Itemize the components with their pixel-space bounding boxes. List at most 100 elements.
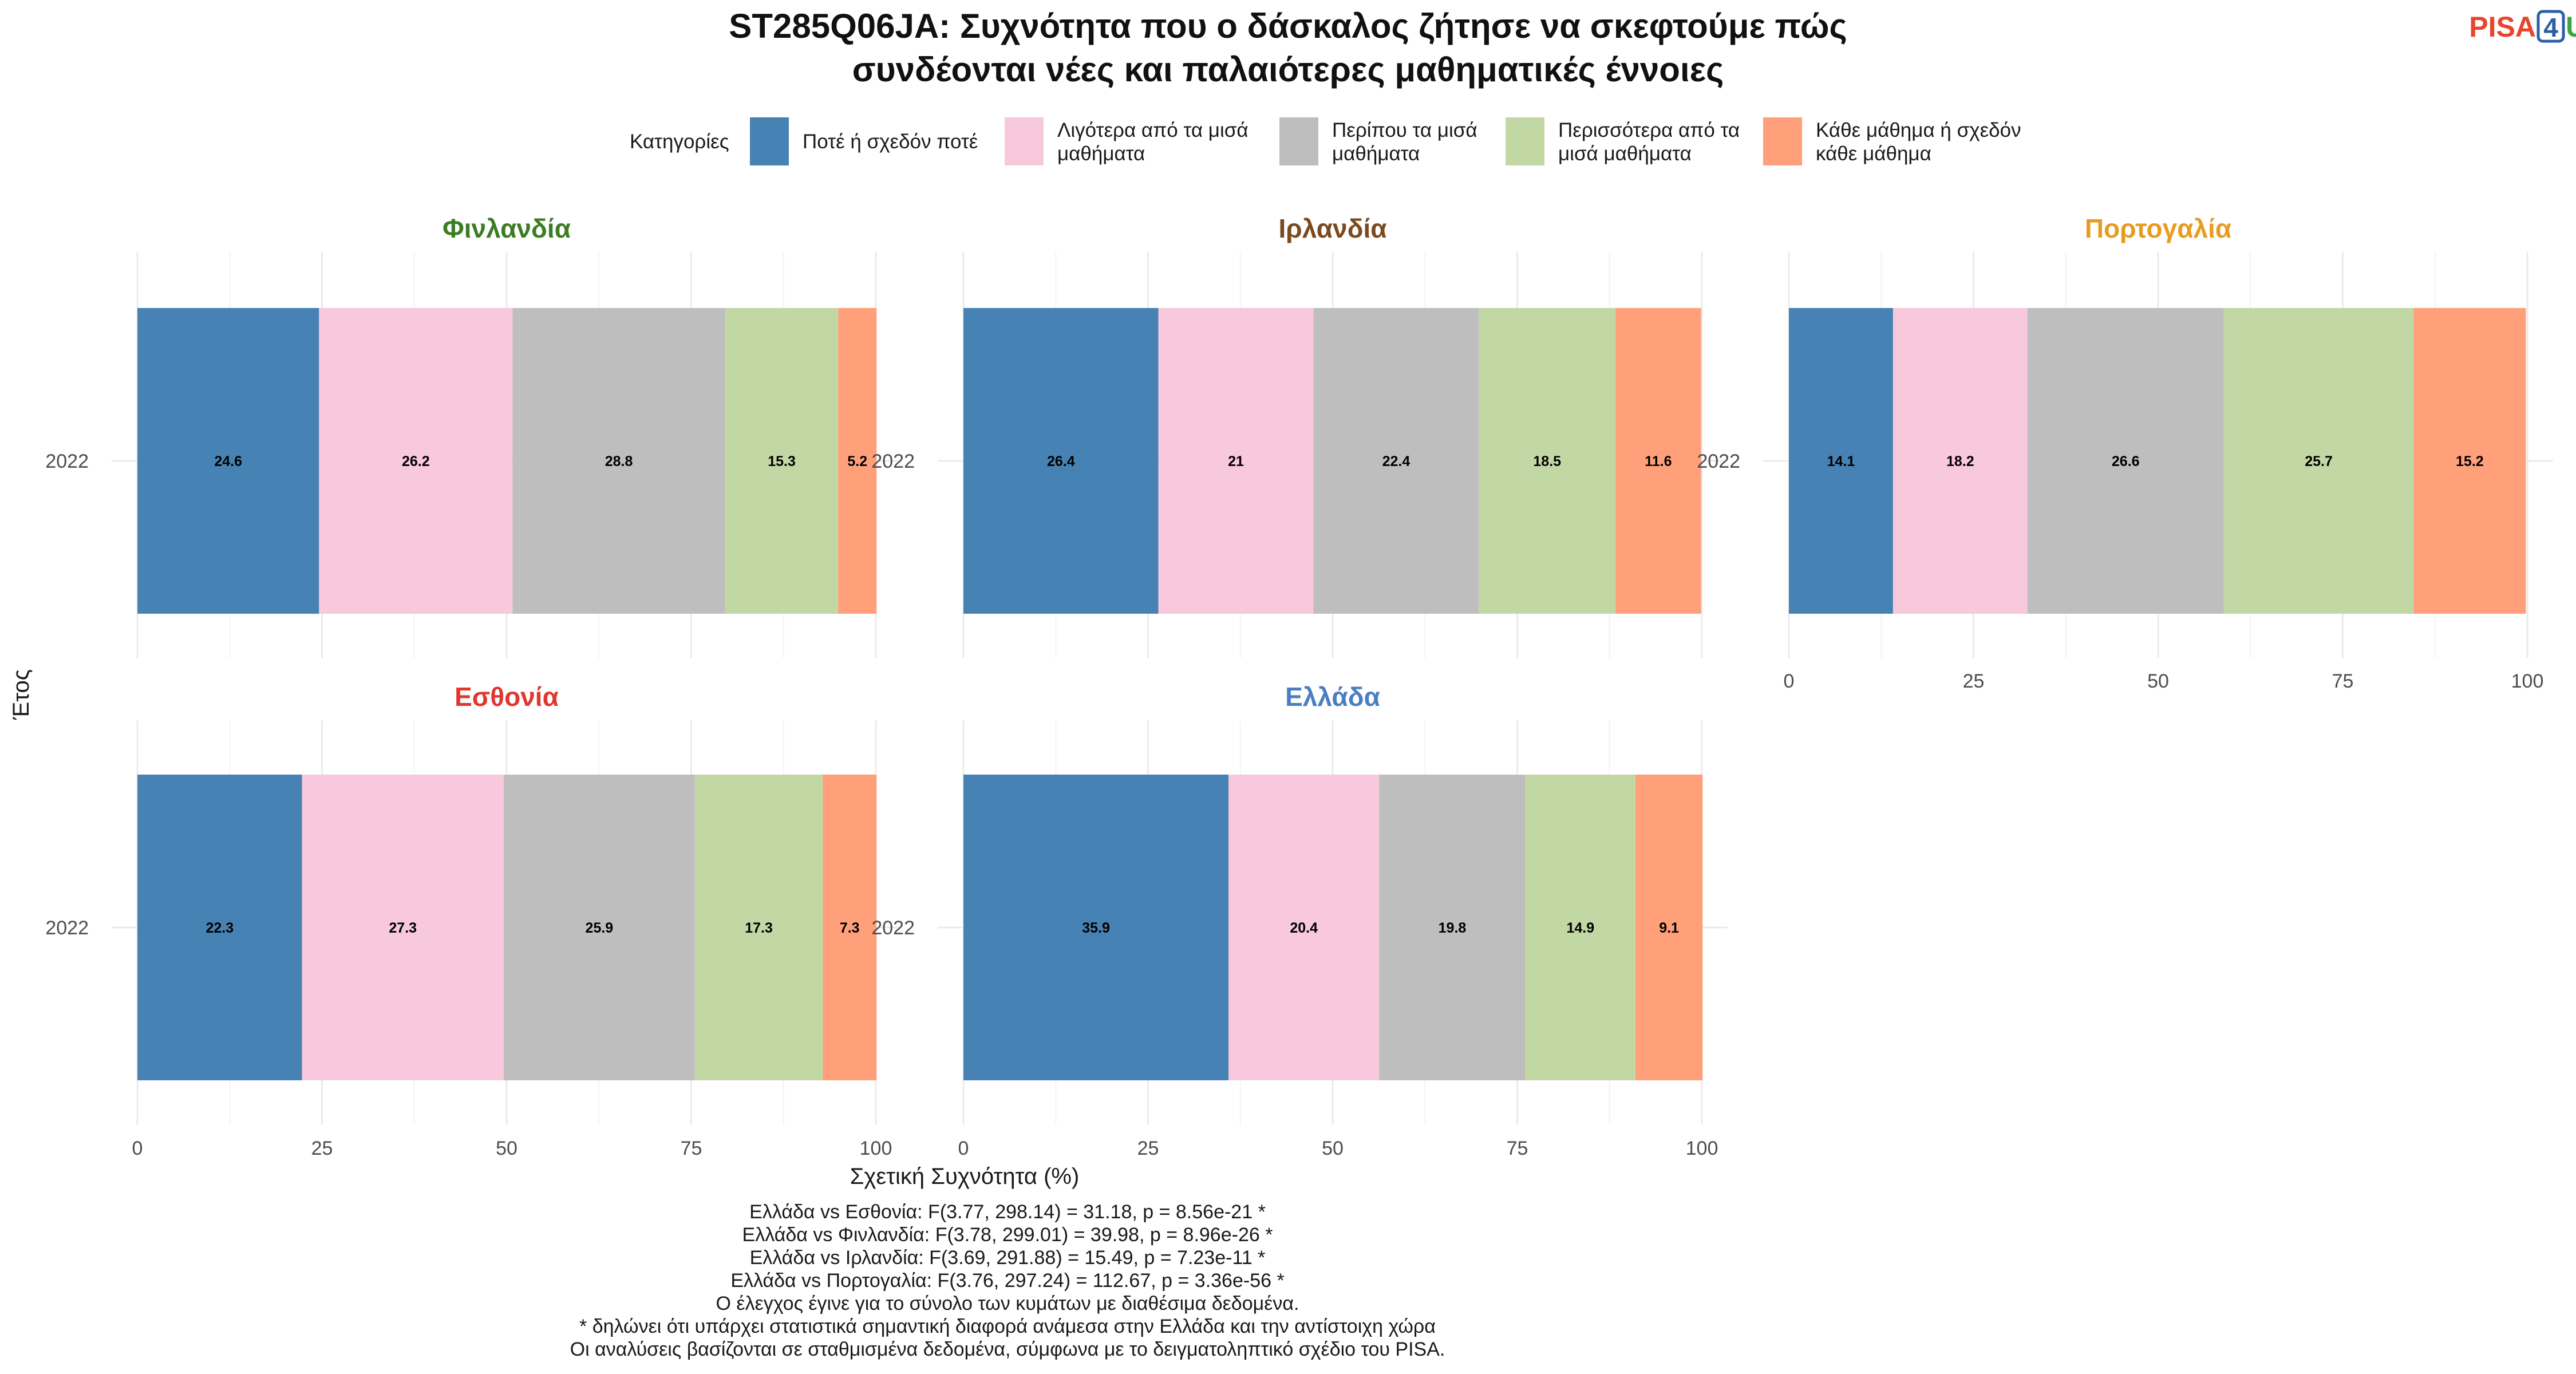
panel-title: Ελλάδα [1285, 682, 1380, 712]
data-label: 15.2 [2456, 453, 2484, 469]
data-label: 22.3 [206, 920, 234, 936]
footnote-line: Ο έλεγχος έγινε για το σύνολο των κυμάτω… [716, 1293, 1299, 1314]
data-label: 20.4 [1290, 920, 1318, 936]
x-tick-label: 0 [132, 1138, 143, 1159]
x-tick-label: 75 [1507, 1138, 1528, 1159]
logo-text: PISA [2469, 11, 2536, 43]
facet-panel: Πορτογαλία 2022 14.1 18.2 26.6 25.7 15.2 0 25 50 7… [1697, 214, 2553, 692]
x-tick-label: 50 [496, 1138, 517, 1159]
bar-segment [1379, 775, 1526, 1080]
legend-label-3: μαθήματα [1332, 143, 1420, 165]
legend-title: Κατηγορίες [630, 131, 729, 153]
footnote-line: * δηλώνει ότι υπάρχει στατιστικά σημαντι… [579, 1316, 1436, 1337]
chart-title-line-1: ST285Q06JA: Συχνότητα που ο δάσκαλος ζήτ… [729, 7, 1847, 45]
x-tick-label: 25 [1963, 670, 1985, 692]
data-label: 24.6 [214, 453, 242, 469]
bar-segment [2413, 308, 2526, 614]
panel-title: Ιρλανδία [1278, 214, 1386, 243]
facet-panel: Φινλανδία 2022 24.6 26.2 28.8 15.3 5.2 [45, 214, 902, 658]
legend-label-1: Ποτέ ή σχεδόν ποτέ [803, 131, 978, 153]
x-tick-label: 75 [2332, 670, 2354, 692]
bar-segment [1635, 775, 1703, 1080]
legend-label-3: Περίπου τα μισά [1332, 119, 1477, 141]
bar-segment [963, 308, 1159, 614]
data-label: 26.4 [1047, 453, 1075, 469]
data-label: 25.9 [586, 920, 614, 936]
bar-segment [838, 308, 877, 614]
footnotes: Ελλάδα vs Εσθονία: F(3.77, 298.14) = 31.… [570, 1201, 1445, 1360]
data-label: 26.6 [2112, 453, 2140, 469]
data-label: 14.1 [1827, 453, 1855, 469]
legend-label-4: μισά μαθήματα [1558, 143, 1692, 165]
logo-badge: 4 [2543, 13, 2558, 42]
x-axis-label: Σχετική Συχνότητα (%) [850, 1164, 1080, 1189]
data-label: 27.3 [389, 920, 417, 936]
panel-title: Φινλανδία [442, 214, 571, 243]
legend-swatch-1 [750, 117, 789, 165]
data-label: 17.3 [745, 920, 773, 936]
data-label: 18.2 [1946, 453, 1974, 469]
x-tick-label: 0 [1784, 670, 1795, 692]
footnote-line: Ελλάδα vs Πορτογαλία: F(3.76, 297.24) = … [730, 1270, 1284, 1292]
bar-segment [1893, 308, 2028, 614]
legend-swatch-3 [1279, 117, 1318, 165]
bar-segment [725, 308, 839, 614]
legend-label-2: μαθήματα [1057, 143, 1145, 165]
bar-segment [1228, 775, 1380, 1080]
bar-segment [823, 775, 877, 1080]
x-tick-label: 100 [860, 1138, 892, 1159]
legend-swatch-4 [1506, 117, 1544, 165]
bar-segment [694, 775, 823, 1080]
bar-segment [302, 775, 504, 1080]
legend-label-5: Κάθε μάθημα ή σχεδόν [1816, 119, 2021, 141]
bar-segment [137, 775, 302, 1080]
x-tick-label: 100 [2511, 670, 2544, 692]
legend-label-2: Λιγότερα από τα μισά [1057, 119, 1249, 141]
legend-label-5: κάθε μάθημα [1816, 143, 1931, 165]
y-tick-label: 2022 [871, 917, 915, 939]
x-tick-label: 75 [681, 1138, 702, 1159]
data-label: 22.4 [1382, 453, 1411, 469]
y-axis-label: Έτος [9, 669, 34, 720]
data-label: 26.2 [402, 453, 430, 469]
bar-segment [1158, 308, 1314, 614]
legend-swatch-2 [1005, 117, 1044, 165]
legend-swatch-5 [1763, 117, 1802, 165]
data-label: 9.1 [1659, 920, 1679, 936]
logo-badge-frame [2537, 10, 2565, 43]
footnote-line: Οι αναλύσεις βασίζονται σε σταθμισμένα δ… [570, 1339, 1445, 1360]
footnote-line: Ελλάδα vs Φινλανδία: F(3.78, 299.01) = 3… [742, 1224, 1273, 1246]
data-label: 14.9 [1566, 920, 1594, 936]
bar-segment [319, 308, 513, 614]
bar-segment [1525, 775, 1635, 1080]
data-label: 25.7 [2305, 453, 2333, 469]
bar-segment [1789, 308, 1893, 614]
y-tick-label: 2022 [45, 917, 89, 939]
bar-segment [1313, 308, 1479, 614]
data-label: 19.8 [1439, 920, 1467, 936]
panel-title: Πορτογαλία [2085, 214, 2231, 243]
bar-segment [1615, 308, 1701, 614]
y-tick-label: 2022 [1697, 451, 1740, 472]
y-tick-label: 2022 [871, 451, 915, 472]
footnote-line: Ελλάδα vs Ιρλανδία: F(3.69, 291.88) = 15… [750, 1247, 1266, 1269]
x-tick-label: 25 [1137, 1138, 1159, 1159]
data-label: 18.5 [1533, 453, 1561, 469]
facet-panel: Εσθονία 2022 22.3 27.3 25.9 17.3 7.3 0 25 50 75 100 [45, 682, 902, 1159]
facet-panel: Ελλάδα 2022 35.9 20.4 19.8 14.9 9.1 0 25 50 75 100 [871, 682, 1728, 1159]
legend-label-4: Περισσότερα από τα [1558, 119, 1740, 141]
y-tick-label: 2022 [45, 451, 89, 472]
data-label: 15.3 [768, 453, 796, 469]
bar-segment [503, 775, 695, 1080]
x-tick-label: 0 [958, 1138, 969, 1159]
bar-segment [137, 308, 319, 614]
chart-title-line-2: συνδέονται νέες και παλαιότερες μαθηματι… [852, 50, 1724, 89]
pisa-logo: PISA 4 U [2469, 10, 2576, 43]
legend: Κατηγορίες Ποτέ ή σχεδόν ποτέ Λιγότερα απ… [630, 117, 2021, 165]
x-tick-label: 100 [1686, 1138, 1718, 1159]
bar-segment [1479, 308, 1616, 614]
panel-title: Εσθονία [455, 682, 559, 712]
bar-segment [2027, 308, 2224, 614]
data-label: 7.3 [840, 920, 860, 936]
